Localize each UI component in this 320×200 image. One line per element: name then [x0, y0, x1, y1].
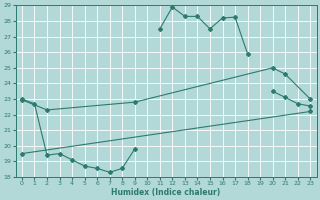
X-axis label: Humidex (Indice chaleur): Humidex (Indice chaleur): [111, 188, 221, 197]
